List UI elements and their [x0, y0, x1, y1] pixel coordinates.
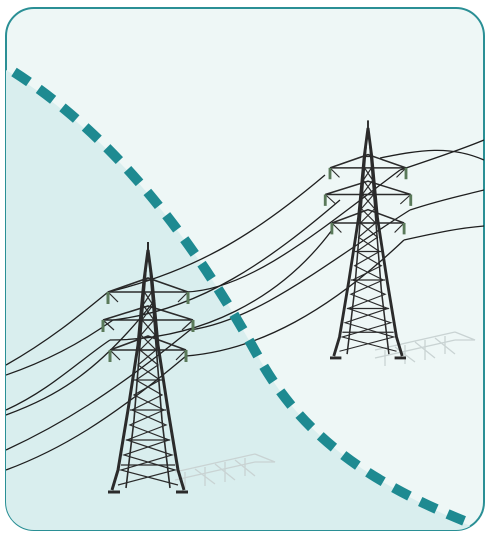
- shaded-zone: [6, 70, 480, 530]
- dashed-boundary-icon: [11, 67, 474, 529]
